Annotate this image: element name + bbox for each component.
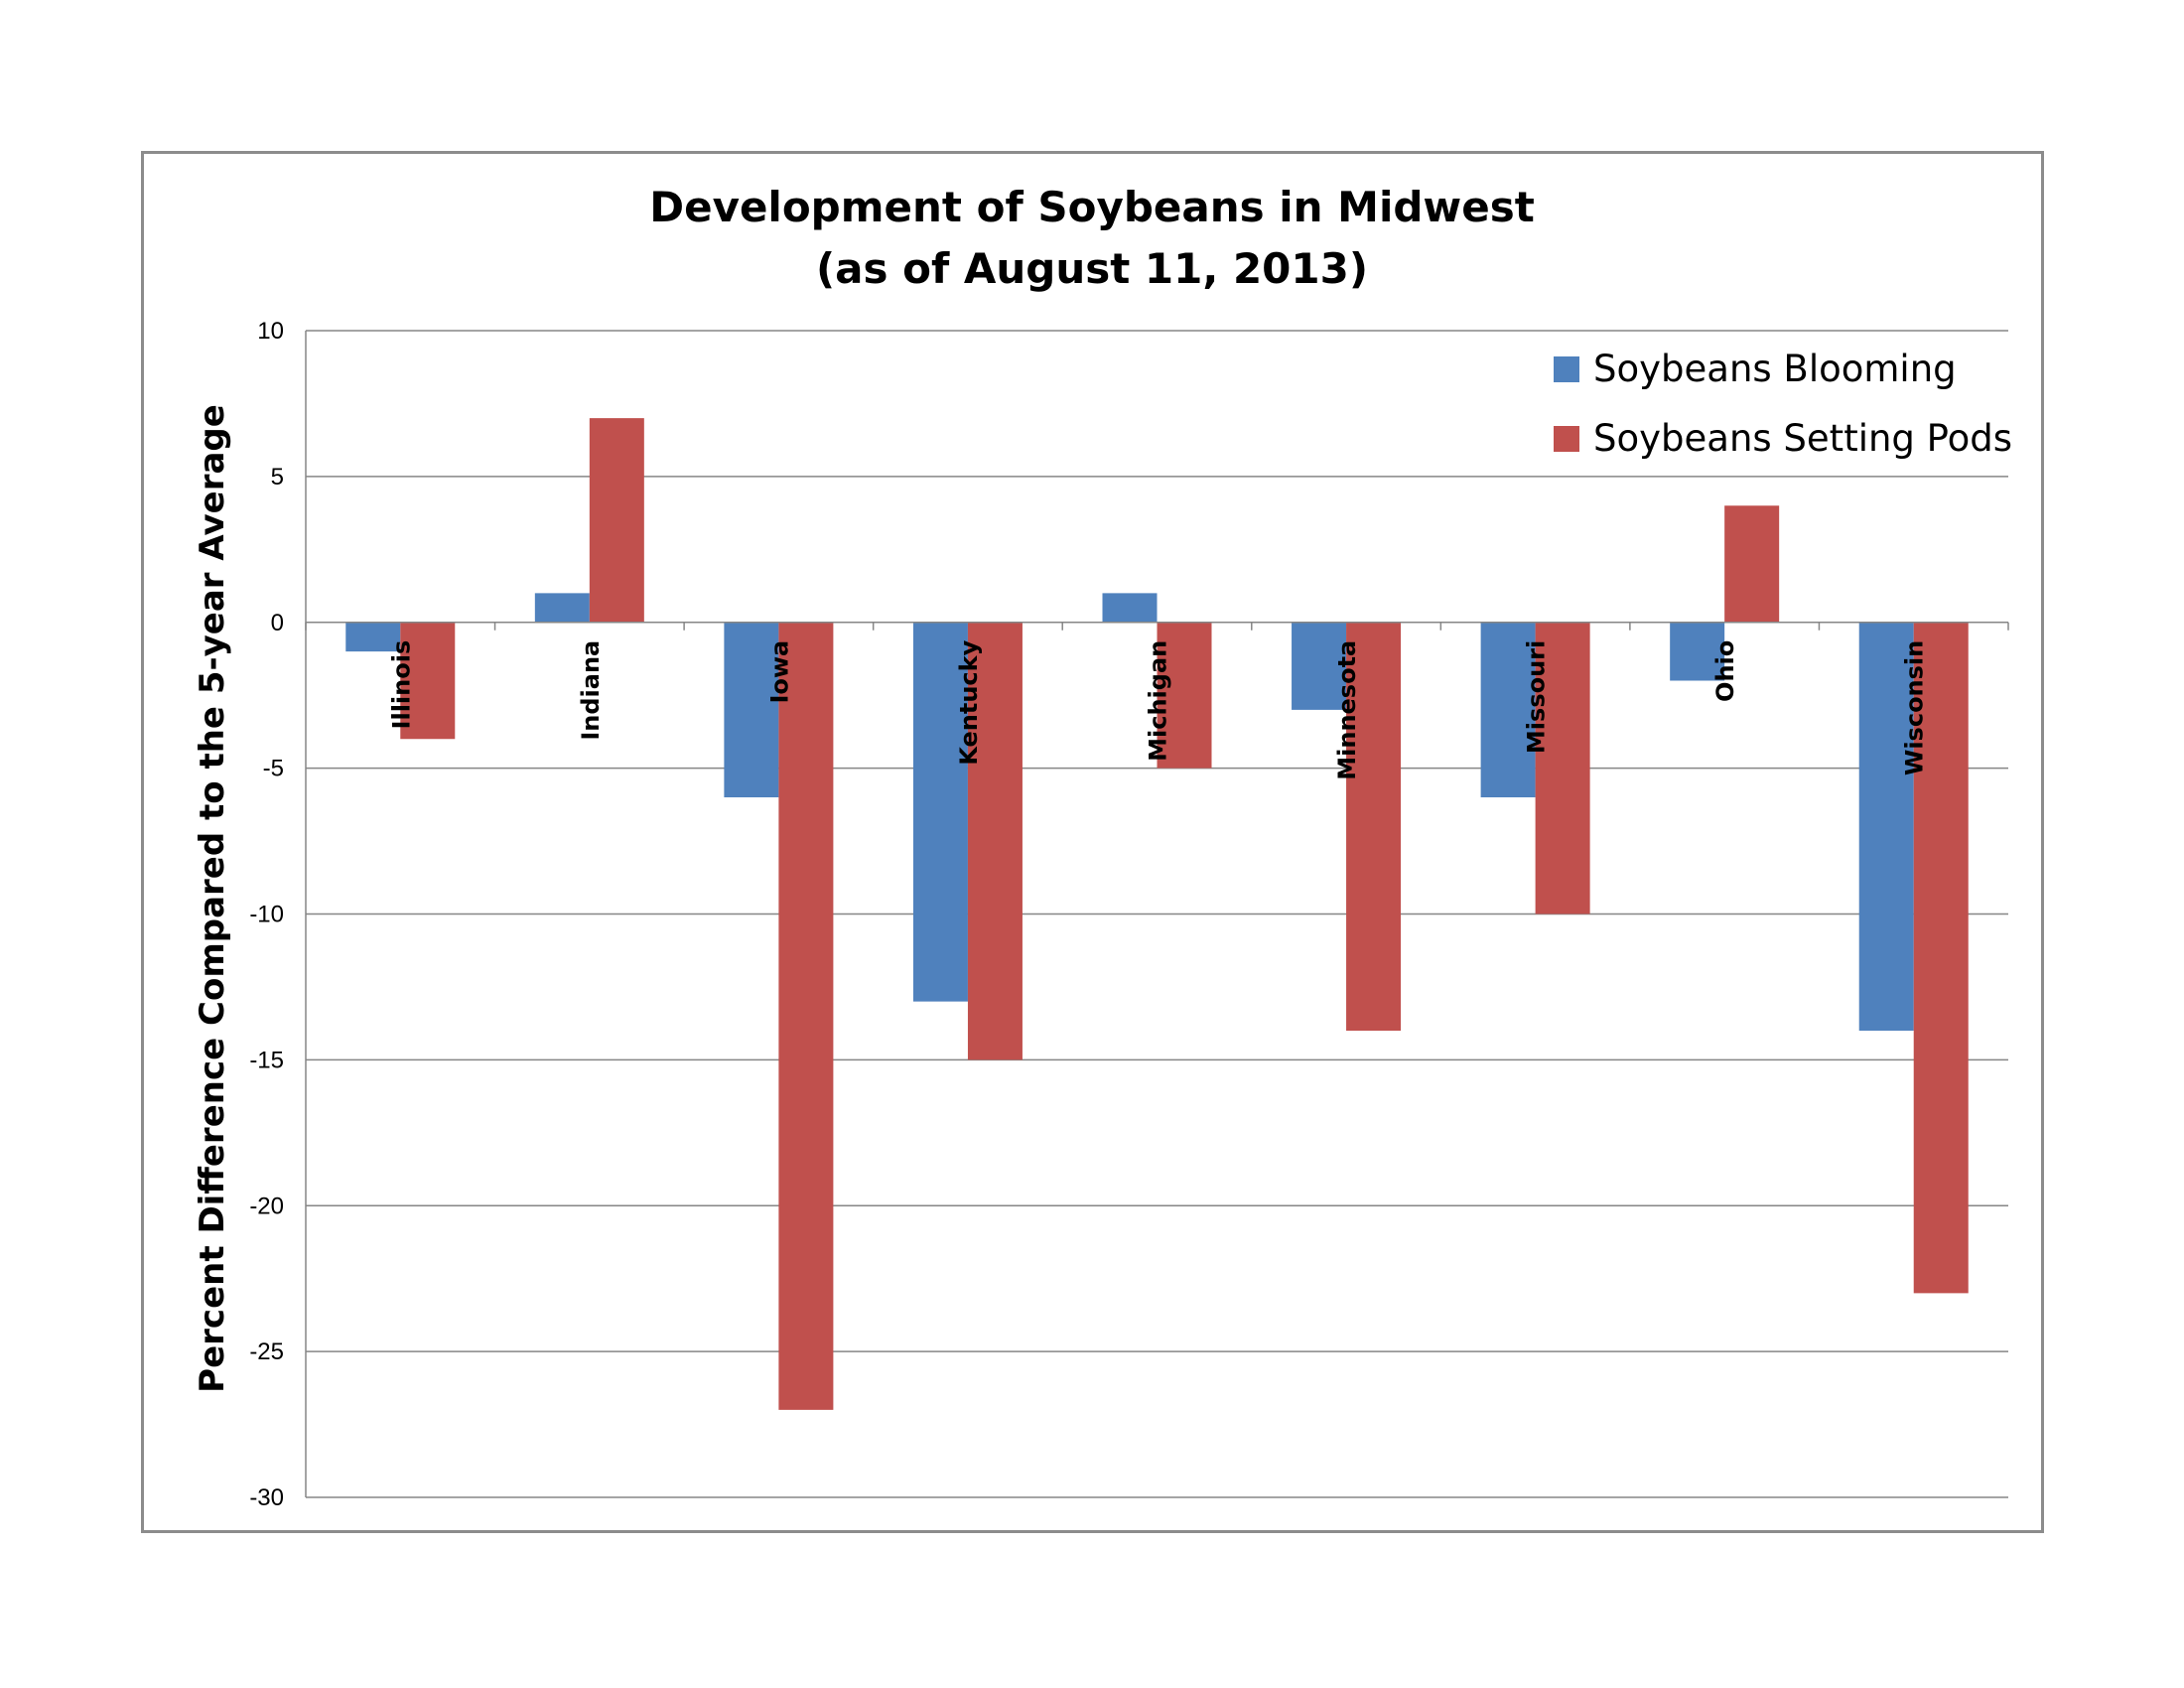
y-tick-label: 5 — [271, 464, 284, 491]
category-label: Wisconsin — [1901, 640, 1929, 775]
bar-setting-pods — [400, 622, 456, 740]
bar-blooming — [724, 622, 779, 797]
legend-label: Soybeans Setting Pods — [1593, 417, 2012, 460]
bar-blooming — [534, 593, 590, 623]
bar-blooming — [1858, 622, 1914, 1031]
legend-swatch — [1554, 426, 1579, 452]
chart-svg: Development of Soybeans in Midwest (as o… — [193, 183, 2012, 1511]
bar-setting-pods — [1535, 622, 1590, 914]
bars — [345, 418, 1969, 1410]
y-tick-label: 0 — [271, 610, 284, 636]
legend-swatch — [1554, 356, 1579, 382]
y-tick-label: -5 — [263, 756, 284, 782]
category-label: Illinois — [387, 640, 415, 730]
legend: Soybeans Blooming Soybeans Setting Pods — [1554, 348, 2012, 460]
y-tick-label: -25 — [249, 1338, 284, 1365]
bar-blooming — [1670, 622, 1725, 681]
axes — [305, 331, 2009, 1497]
chart-title-line-2: (as of August 11, 2013) — [816, 244, 1368, 293]
bar-setting-pods — [778, 622, 834, 1410]
y-tick-label: -20 — [249, 1193, 284, 1219]
category-label: Ohio — [1711, 640, 1739, 702]
y-tick-label: -30 — [249, 1484, 284, 1511]
bar-setting-pods — [589, 418, 644, 623]
bar-setting-pods — [1346, 622, 1402, 1031]
category-label: Missouri — [1523, 640, 1551, 754]
bar-blooming — [912, 622, 968, 1002]
y-tick-label: -10 — [249, 902, 284, 928]
bar-setting-pods — [1913, 622, 1969, 1294]
category-label: Iowa — [765, 640, 793, 704]
bar-setting-pods — [967, 622, 1023, 1060]
y-tick-labels: 10 5 0 -5 -10 -15 -20 -25 -30 — [249, 318, 284, 1511]
bar-setting-pods — [1157, 622, 1212, 769]
category-label: Minnesota — [1333, 640, 1361, 780]
category-labels: Illinois Indiana Iowa Kentucky Michigan Minne… — [387, 639, 1928, 779]
chart-frame: Development of Soybeans in Midwest (as o… — [141, 151, 2044, 1533]
category-label: Kentucky — [955, 639, 983, 765]
y-tick-label: 10 — [257, 318, 284, 345]
bar-blooming — [1102, 593, 1158, 623]
legend-label: Soybeans Blooming — [1593, 348, 1957, 390]
bar-setting-pods — [1724, 505, 1780, 623]
category-label: Michigan — [1145, 640, 1172, 762]
bar-blooming — [1480, 622, 1536, 797]
bar-blooming — [1292, 622, 1347, 710]
chart-title-line-1: Development of Soybeans in Midwest — [649, 183, 1535, 231]
bar-blooming — [345, 622, 401, 652]
y-tick-label: -15 — [249, 1047, 284, 1073]
category-label: Indiana — [577, 640, 605, 741]
y-axis-label: Percent Difference Compared to the 5-yea… — [193, 404, 232, 1393]
